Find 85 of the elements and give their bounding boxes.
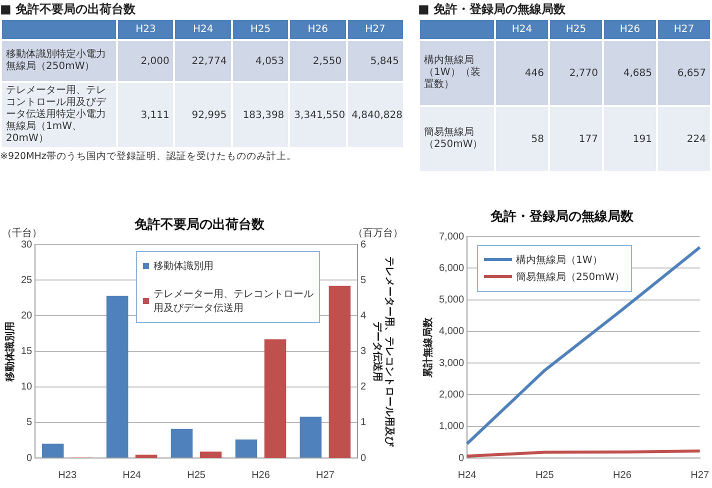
bar bbox=[235, 440, 258, 458]
text: ■ 免許不要局の出荷台数 bbox=[0, 1, 137, 18]
y-tick-label: 5,000 bbox=[438, 294, 464, 306]
series-label: 移動体識別特定小電力無線局（250mW） bbox=[2, 41, 116, 81]
category-label: H27 bbox=[658, 20, 710, 39]
bar bbox=[170, 428, 193, 458]
text: （千台） bbox=[2, 227, 42, 240]
data-label: 2,550 bbox=[290, 41, 346, 81]
data-label: 191 bbox=[604, 107, 656, 171]
y-tick-label: 5 bbox=[26, 417, 33, 428]
y-tick-label: 0 bbox=[458, 452, 464, 464]
data-label: 4,053 bbox=[232, 41, 288, 81]
chart-title: 免許不要局の出荷台数 bbox=[134, 216, 266, 232]
y-tick-label: 2,000 bbox=[438, 389, 464, 400]
series-label: 構内無線局（1W）（装置数） bbox=[420, 41, 494, 105]
category-label: H23 bbox=[118, 20, 174, 39]
y-axis-title: 累計無線局数 bbox=[422, 316, 434, 378]
y2-tick-label: 6 bbox=[360, 239, 366, 250]
x-tick-label: H25 bbox=[535, 470, 554, 481]
y-tick-label: 25 bbox=[21, 274, 33, 286]
series-label: 簡易無線局（250mW） bbox=[420, 107, 494, 171]
y2-tick-label: 0 bbox=[360, 452, 366, 464]
data-label: 5,845 bbox=[348, 41, 403, 81]
y-tick-label: 6,000 bbox=[438, 262, 464, 274]
y2-tick-label: 3 bbox=[360, 346, 366, 358]
legend-label: 移動体識別用 bbox=[153, 260, 214, 273]
y-tick-label: 10 bbox=[21, 382, 33, 393]
data-label: 92,995 bbox=[175, 83, 231, 147]
category-label: H25 bbox=[232, 20, 288, 39]
y-tick-label: 30 bbox=[21, 239, 33, 250]
data-label: 4,685 bbox=[604, 41, 656, 105]
category-label: H27 bbox=[348, 20, 403, 39]
y-tick-label: 3,000 bbox=[438, 358, 464, 369]
data-label: 6,657 bbox=[658, 41, 710, 105]
category-label: H24 bbox=[175, 20, 231, 39]
category-label: H24 bbox=[496, 20, 548, 39]
legend-label: テレメーター用、テレコントロール用及びデータ伝送用 bbox=[153, 288, 314, 315]
bar bbox=[106, 296, 128, 458]
chart-title: 免許・登録局の無線局数 bbox=[490, 208, 634, 224]
y2-tick-label: 4 bbox=[360, 310, 366, 322]
y-tick-label: 4,000 bbox=[438, 326, 464, 338]
x-tick-label: H26 bbox=[252, 470, 270, 481]
data-label: 224 bbox=[658, 107, 710, 171]
data-label: 4,840,828 bbox=[348, 83, 403, 147]
x-tick-label: H23 bbox=[58, 470, 77, 481]
bar bbox=[264, 339, 286, 458]
bar bbox=[42, 444, 64, 458]
bar bbox=[200, 452, 222, 458]
y2-tick-label: 1 bbox=[360, 417, 366, 428]
legend-label: 構内無線局（1W） bbox=[516, 254, 602, 267]
y-axis-title: 移動体識別用 bbox=[4, 321, 16, 382]
category-label: H25 bbox=[550, 20, 602, 39]
text: ※920MHz帯のうち国内で登録証明、認証を受けたもののみ計上。 bbox=[0, 150, 298, 163]
x-tick-label: H25 bbox=[187, 470, 206, 481]
data-label: 2,770 bbox=[550, 41, 602, 105]
x-tick-label: H27 bbox=[690, 470, 710, 481]
x-tick-label: H26 bbox=[613, 470, 632, 481]
x-tick-label: H27 bbox=[316, 470, 335, 481]
data-label: 183,398 bbox=[232, 83, 288, 147]
x-tick-label: H24 bbox=[122, 470, 142, 481]
data-label: 3,341,550 bbox=[290, 83, 346, 147]
y-tick-label: 20 bbox=[21, 310, 33, 322]
data-label: 2,000 bbox=[118, 41, 174, 81]
text: （百万台） bbox=[353, 227, 403, 240]
y-tick-label: 0 bbox=[26, 452, 33, 464]
bar bbox=[300, 416, 322, 458]
y-tick-label: 7,000 bbox=[438, 231, 464, 242]
x-tick-label: H24 bbox=[458, 470, 477, 481]
series-label: テレメーター用、テレコントロール用及びデータ伝送用特定小電力無線局（1mW、20mW） bbox=[2, 83, 116, 147]
text: ■ 免許・登録局の無線局数 bbox=[418, 1, 567, 18]
y2-tick-label: 5 bbox=[360, 274, 366, 286]
y2-axis-title: テレメーター用、テレコントロール用及びデータ伝送用 bbox=[371, 256, 396, 448]
bar bbox=[328, 286, 351, 458]
data-label: 22,774 bbox=[175, 41, 231, 81]
data-label: 58 bbox=[496, 107, 548, 171]
y-tick-label: 1,000 bbox=[438, 421, 464, 432]
bar bbox=[135, 454, 158, 458]
category-label: H26 bbox=[290, 20, 346, 39]
data-label: 177 bbox=[550, 107, 602, 171]
y-tick-label: 15 bbox=[21, 346, 33, 358]
legend-label: 簡易無線局（250mW） bbox=[516, 270, 625, 284]
data-label: 3,111 bbox=[118, 83, 174, 147]
category-label: H26 bbox=[604, 20, 656, 39]
data-label: 446 bbox=[496, 41, 548, 105]
y2-tick-label: 2 bbox=[360, 382, 366, 393]
